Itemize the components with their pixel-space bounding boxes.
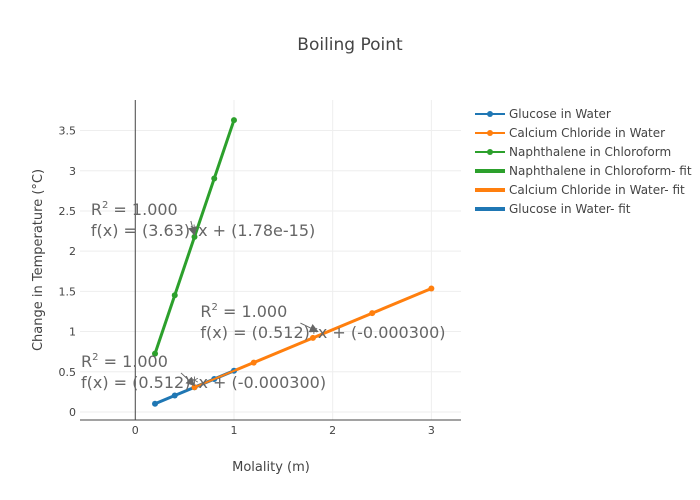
legend-label: Calcium Chloride in Water xyxy=(509,126,665,140)
data-point xyxy=(250,359,257,366)
legend-item[interactable]: Naphthalene in Chloroform- fit xyxy=(475,164,692,178)
data-point xyxy=(369,310,376,317)
r-squared-label: R2 = 1.000 xyxy=(81,352,168,371)
series-1 xyxy=(191,285,435,391)
legend-label: Glucose in Water xyxy=(509,107,611,121)
grid xyxy=(80,100,461,420)
data-point xyxy=(230,117,237,124)
legend-swatch-marker xyxy=(487,130,493,136)
series xyxy=(152,117,435,407)
legend-label: Naphthalene in Chloroform xyxy=(509,145,671,159)
annotation-arrow xyxy=(300,322,319,333)
x-axis-title: Molality (m) xyxy=(232,460,310,475)
data-point xyxy=(171,392,178,399)
data-point xyxy=(152,350,159,357)
legend-item[interactable]: Glucose in Water- fit xyxy=(475,202,631,216)
x-tick-label: 3 xyxy=(428,424,435,437)
axes: 0 0.5 1 1.5 2 2.5 3 3.5 0 1 2 3 xyxy=(59,100,461,437)
y-tick-label: 1 xyxy=(69,326,76,339)
y-tick-label: 2 xyxy=(69,245,76,258)
legend-label: Glucose in Water- fit xyxy=(509,202,631,216)
legend-swatch-marker xyxy=(487,111,493,117)
data-point xyxy=(152,400,159,407)
data-point xyxy=(428,285,435,292)
fit-annotation-2: R2 = 1.000 f(x) = (0.512)*x + (-0.000300) xyxy=(81,352,326,392)
annotation-arrow xyxy=(180,372,196,387)
r-squared-label: R2 = 1.000 xyxy=(91,200,178,219)
fit-equation: f(x) = (0.512)*x + (-0.000300) xyxy=(81,373,326,392)
series-2 xyxy=(152,117,237,357)
fit-annotation-1: R2 = 1.000 f(x) = (0.512)*x + (-0.000300) xyxy=(200,302,445,342)
legend-label: Calcium Chloride in Water- fit xyxy=(509,183,685,197)
legend[interactable]: Glucose in Water Calcium Chloride in Wate… xyxy=(475,107,692,216)
legend-item[interactable]: Calcium Chloride in Water- fit xyxy=(475,183,685,197)
x-tick-label: 1 xyxy=(230,424,237,437)
annotation-arrow xyxy=(188,220,197,236)
x-tick-label: 0 xyxy=(132,424,139,437)
fit-annotation-0: R2 = 1.000 f(x) = (3.63)*x + (1.78e-15) xyxy=(91,200,315,240)
data-point xyxy=(211,175,218,182)
legend-item[interactable]: Naphthalene in Chloroform xyxy=(475,145,671,159)
y-tick-label: 2.5 xyxy=(59,205,77,218)
legend-item[interactable]: Glucose in Water xyxy=(475,107,611,121)
fit-equation: f(x) = (0.512)*x + (-0.000300) xyxy=(200,323,445,342)
y-axis-title: Change in Temperature (°C) xyxy=(31,169,46,351)
legend-label: Naphthalene in Chloroform- fit xyxy=(509,164,692,178)
y-tick-label: 3 xyxy=(69,165,76,178)
r-squared-label: R2 = 1.000 xyxy=(200,302,287,321)
y-tick-label: 0 xyxy=(69,406,76,419)
x-tick-label: 2 xyxy=(329,424,336,437)
legend-swatch-marker xyxy=(487,149,493,155)
fit-equation: f(x) = (3.63)*x + (1.78e-15) xyxy=(91,221,315,240)
y-tick-label: 1.5 xyxy=(59,285,77,298)
y-tick-label: 0.5 xyxy=(59,366,77,379)
data-point xyxy=(171,292,178,299)
chart-title: Boiling Point xyxy=(297,35,403,55)
data-point xyxy=(309,334,316,341)
y-tick-label: 3.5 xyxy=(59,125,77,138)
legend-item[interactable]: Calcium Chloride in Water xyxy=(475,126,665,140)
